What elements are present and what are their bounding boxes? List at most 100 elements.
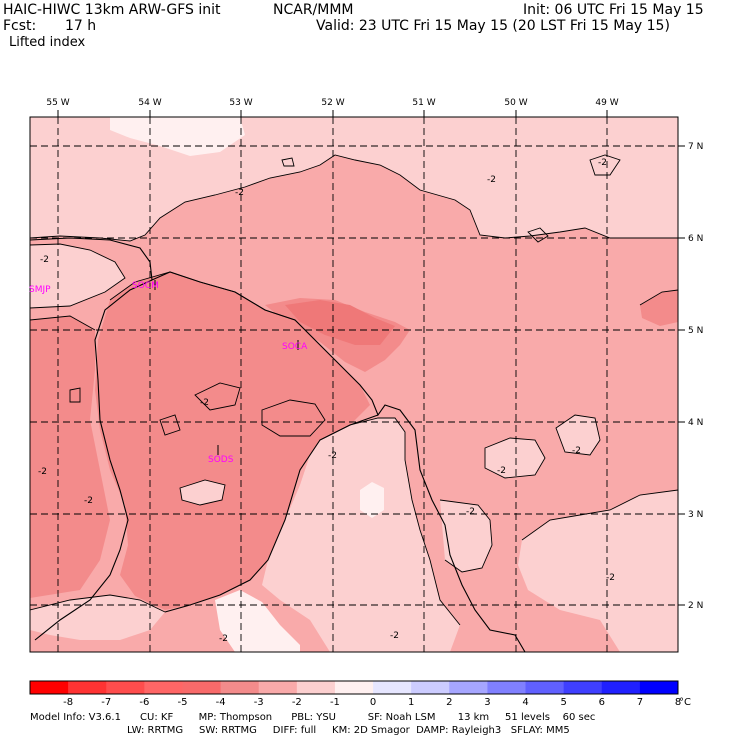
contour-label: -2: [390, 631, 399, 641]
contour-label: -2: [38, 467, 47, 477]
contour-label: -2: [606, 573, 615, 583]
station-label: SODS: [208, 455, 234, 465]
contour-label: -2: [572, 446, 581, 456]
lon-label: 54 W: [138, 98, 161, 108]
contour-label: -2: [598, 158, 607, 168]
lat-label: 4 N: [688, 418, 703, 428]
borders: [30, 237, 526, 652]
lon-labels: 55 W 54 W 53 W 52 W 51 W 50 W 49 W: [46, 98, 618, 108]
colorbar-tick-label: -4: [216, 697, 226, 708]
colorbar-tick-label: 6: [599, 697, 605, 708]
shaded-field: [30, 117, 678, 652]
colorbar-swatch: [258, 681, 298, 694]
colorbar-tick-label: 2: [446, 697, 452, 708]
valid-time: Valid: 23 UTC Fri 15 May 15 (20 LST Fri …: [316, 18, 670, 34]
field-region-east-bay: [440, 500, 492, 572]
model-info-line1: Model Info: V3.6.1 CU: KF MP: Thompson P…: [30, 712, 596, 723]
lon-label: 51 W: [412, 98, 435, 108]
lat-label: 7 N: [688, 142, 703, 152]
field-region-central-blob: [180, 480, 225, 505]
colorbar-swatch: [68, 681, 107, 694]
colorbar-swatch: [449, 681, 488, 694]
contour-label: -2: [466, 507, 475, 517]
init-time: Init: 06 UTC Fri 15 May 15: [523, 2, 704, 18]
colorbar-tick-label: 8: [675, 697, 681, 708]
forecast-label: Fcst:: [3, 18, 37, 34]
contour-label: -2: [235, 188, 244, 198]
lon-label: 50 W: [504, 98, 527, 108]
colorbar-tick-label: -8: [63, 697, 73, 708]
lon-label: 52 W: [321, 98, 344, 108]
colorbar-tick-label: -6: [139, 697, 149, 708]
station-label: SMJP: [29, 285, 51, 295]
lon-label: 49 W: [595, 98, 618, 108]
colorbar-swatch: [334, 681, 374, 694]
forecast-hour: 17 h: [65, 18, 97, 34]
field-region-zero-south: [360, 482, 384, 518]
colorbar-tick-label: -5: [177, 697, 187, 708]
colorbar-tick-label: 5: [560, 697, 566, 708]
colorbar-tick-label: -7: [101, 697, 111, 708]
colorbar-unit: °C: [679, 697, 691, 708]
lon-label: 55 W: [46, 98, 69, 108]
station-label: SOCM: [132, 281, 159, 291]
colorbar-tick-label: 0: [370, 697, 376, 708]
station-markers: [154, 280, 299, 455]
colorbar-ticks: -8 -7 -6 -5 -4 -3 -2 -1 0 1 2 3 4 5 6 7 8: [63, 697, 681, 708]
colorbar-frame: [29, 680, 679, 695]
colorbar: [29, 680, 679, 695]
colorbar-tick-label: 1: [408, 697, 414, 708]
model-title: HAIC-HIWC 13km ARW-GFS init: [3, 2, 221, 18]
station-label: SOCA: [282, 342, 308, 352]
contour-label: -2: [487, 175, 496, 185]
lat-labels: 7 N 6 N 5 N 4 N 3 N 2 N: [688, 142, 703, 611]
model-info-line2: LW: RRTMG SW: RRTMG DIFF: full KM: 2D Sm…: [127, 725, 570, 736]
model-center: NCAR/MMM: [273, 2, 354, 18]
field-region-soca-core: [285, 300, 395, 345]
colorbar-tick-label: -2: [292, 697, 302, 708]
colorbar-swatch: [601, 681, 641, 694]
field-region-east-blob1: [485, 438, 545, 478]
field-region-southeast: [518, 490, 678, 652]
contour-label: -2: [219, 634, 228, 644]
field-region-zero-coast: [215, 590, 300, 652]
colorbar-swatch: [411, 681, 450, 694]
colorbar-swatch: [296, 681, 336, 694]
contour-label: -2: [84, 496, 93, 506]
station-labels: SMJP SOCM SOCA SODS: [29, 281, 308, 465]
colorbar-swatch: [487, 681, 527, 694]
lat-label: 6 N: [688, 234, 703, 244]
colorbar-swatch: [525, 681, 565, 694]
graticule: [30, 117, 678, 652]
field-region-east-blob2: [556, 415, 600, 455]
field-name: Lifted index: [9, 35, 86, 50]
colorbar-swatch: [106, 681, 145, 694]
field-region-west-edge: [30, 316, 110, 598]
colorbar-tick-label: -1: [330, 697, 340, 708]
colorbar-tick-label: -3: [254, 697, 264, 708]
colorbar-swatch: [144, 681, 183, 694]
colorbar-tick-label: 3: [484, 697, 490, 708]
lat-label: 2 N: [688, 601, 703, 611]
colorbar-swatch: [563, 681, 603, 694]
colorbar-swatch: [30, 681, 69, 694]
field-region-southwest: [30, 595, 165, 640]
lat-label: 3 N: [688, 510, 703, 520]
colorbar-tick-label: 4: [522, 697, 528, 708]
colorbar-tick-label: 7: [637, 697, 643, 708]
field-region-east-strip: [640, 290, 678, 326]
lat-label: 5 N: [688, 326, 703, 336]
map-frame: [29, 116, 679, 653]
contour-label: -2: [40, 255, 49, 265]
contour-labels: -2 -2 -2 -2 -2 -2 -2 -2 -2 -2 -2 -2 -2 -…: [38, 158, 615, 644]
field-region-south-center: [262, 418, 460, 652]
colorbar-swatch: [220, 681, 260, 694]
ticks: [57, 110, 685, 606]
colorbar-swatch: [373, 681, 412, 694]
contour-label: -2: [497, 466, 506, 476]
contour-label: -2: [328, 451, 337, 461]
colorbar-swatch: [182, 681, 222, 694]
colorbar-swatch: [639, 681, 679, 694]
contour-label: -2: [200, 398, 209, 408]
